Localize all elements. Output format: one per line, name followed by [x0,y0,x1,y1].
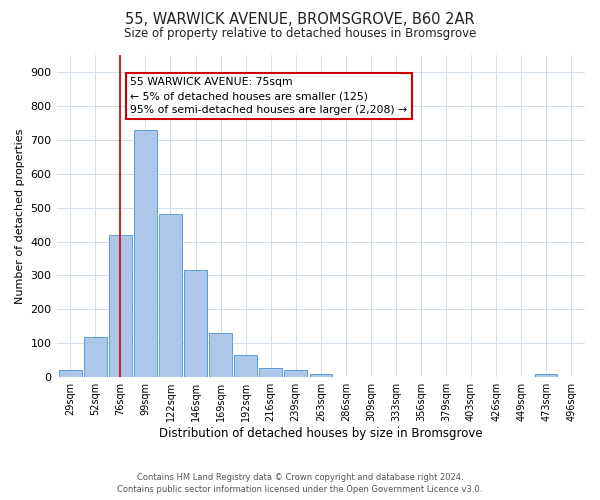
Bar [535,374,557,377]
X-axis label: Distribution of detached houses by size in Bromsgrove: Distribution of detached houses by size … [159,427,482,440]
Text: Contains HM Land Registry data © Crown copyright and database right 2024.
Contai: Contains HM Land Registry data © Crown c… [118,472,482,494]
Bar [109,235,131,377]
Bar [84,336,107,377]
Bar [259,368,282,377]
Bar [184,270,207,377]
Bar [59,370,82,377]
Bar [134,130,157,377]
Bar [284,370,307,377]
Bar [159,214,182,377]
Bar [209,333,232,377]
Bar [310,374,332,377]
Text: 55, WARWICK AVENUE, BROMSGROVE, B60 2AR: 55, WARWICK AVENUE, BROMSGROVE, B60 2AR [125,12,475,28]
Bar [235,355,257,377]
Y-axis label: Number of detached properties: Number of detached properties [15,128,25,304]
Text: 55 WARWICK AVENUE: 75sqm
← 5% of detached houses are smaller (125)
95% of semi-d: 55 WARWICK AVENUE: 75sqm ← 5% of detache… [130,77,407,115]
Text: Size of property relative to detached houses in Bromsgrove: Size of property relative to detached ho… [124,28,476,40]
